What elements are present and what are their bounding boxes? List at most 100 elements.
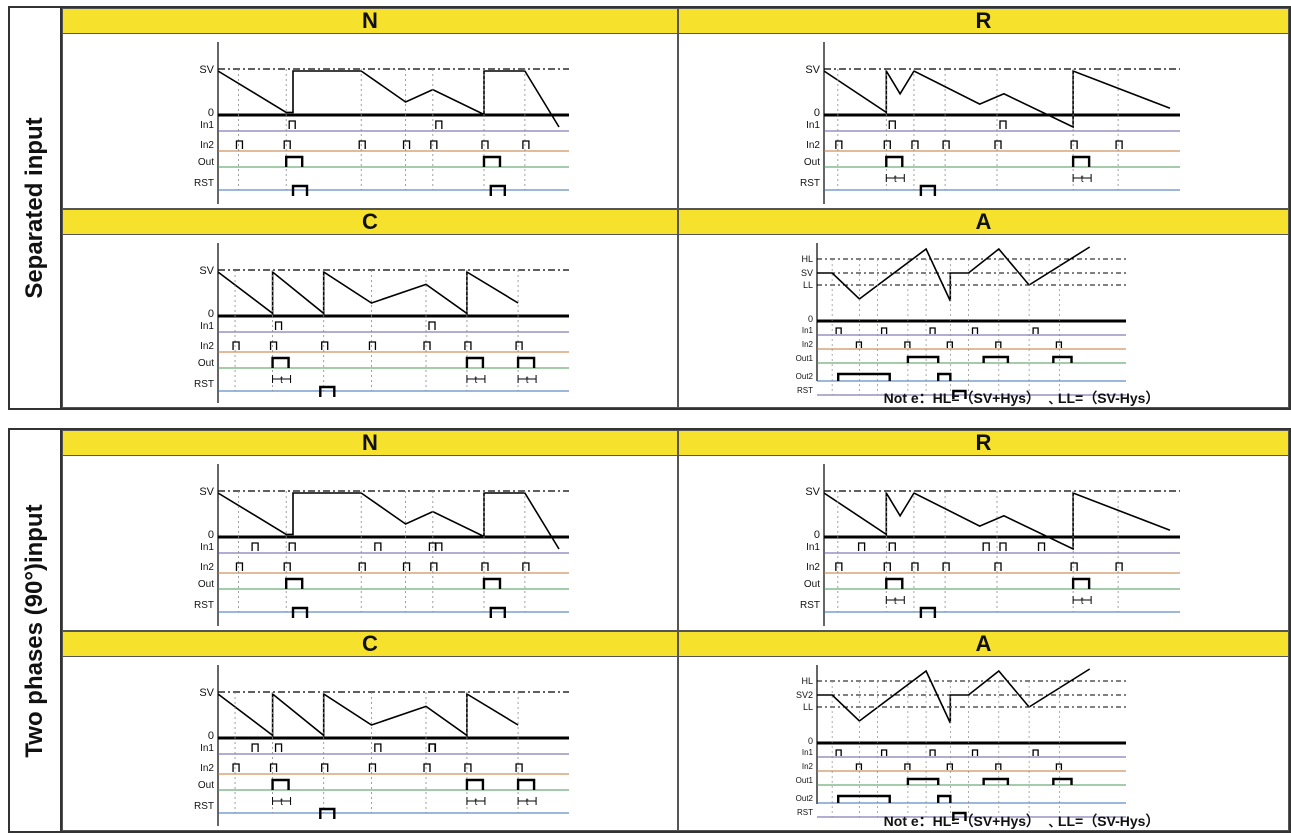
hl-label: HL [801,676,813,686]
out1-label: Out1 [796,354,814,363]
in2-pulse [269,763,278,772]
sv-label: SV [199,486,214,498]
sv-label: SV [199,687,214,699]
counter-waveform [817,668,1091,724]
in2-pulse [835,140,843,149]
in1-pulse [435,542,443,551]
in2-pulse [235,562,244,571]
in2-pulse [1070,562,1078,571]
in1-pulse [428,743,437,752]
counter-waveform [217,692,519,738]
out2-label: Out2 [796,372,814,381]
zero-label: 0 [814,529,820,541]
in2-label: In2 [806,140,820,151]
out-pulse [1071,577,1091,589]
section-two-phase-input: Two phases (90°)input N SV 0 In1 In2 Out RST … [8,428,1291,833]
in1-pulse [428,321,436,330]
counter-waveform [217,70,560,128]
in2-label: In2 [200,341,214,352]
rst-pulse [489,606,506,618]
out2-pulse [837,372,891,381]
in2-pulse [402,140,411,149]
out2-pulse [937,372,952,381]
sv-label: SV [801,268,813,278]
in2-pulse [911,140,919,149]
out2-pulse [837,794,891,803]
rst-pulse [952,811,967,821]
in2-label: In2 [200,763,214,774]
in1-pulse [929,749,936,756]
in1-label: In1 [806,120,820,131]
in1-pulse [982,542,990,551]
in2-pulse [464,341,472,350]
in2-pulse [481,562,489,571]
panel-separated-r: R SV 0 In1 In2 Out RST t t [678,8,1289,209]
ll-label: LL [803,280,813,290]
out-pulse [482,577,502,589]
in2-pulse [1055,763,1063,770]
in1-pulse [857,542,866,551]
in1-pulse [274,321,283,330]
in1-label: In1 [200,321,214,332]
sv-label: SV2 [796,690,813,700]
in1-pulse [880,327,888,334]
in2-pulse [321,341,329,350]
in2-pulse [904,763,911,770]
rst-pulse [291,606,309,618]
in1-pulse [999,542,1007,551]
t-marker-label: t [894,174,897,185]
in1-pulse [374,743,382,752]
t-marker-label: t [894,596,897,607]
in2-pulse [481,140,489,149]
out-pulse [885,155,904,167]
in1-pulse [1032,327,1039,334]
in2-pulse [522,140,530,149]
in2-pulse [1070,140,1078,149]
in1-pulse [288,120,296,129]
out-pulse [285,155,304,167]
in2-pulse [942,140,950,149]
in2-pulse [283,562,291,571]
t-marker-label: t [280,797,283,808]
in1-pulse [374,542,382,551]
in2-pulse [368,341,377,350]
in1-pulse [274,743,283,752]
counter-waveform [217,270,519,316]
in2-pulse [430,140,438,149]
out-pulse [1071,155,1091,167]
zero-label: 0 [808,314,813,324]
out-label: Out [804,157,820,168]
out-label: Out [198,157,214,168]
out-pulse [285,577,304,589]
t-marker-label: t [475,375,478,386]
in2-label: In2 [802,340,814,349]
in1-pulse [1037,542,1046,551]
in2-pulse [269,341,278,350]
out-pulse [271,778,290,790]
in1-pulse [999,120,1007,129]
note-text: Not e：HL=（SV+Hys） ﹑LL=（SV-Hys） [884,813,1160,829]
panel-twophase-a: A HL SV2 LL 0 In1 In2 Out1 Out2 RST Not e：HL=（SV+… [678,631,1289,831]
in1-pulse [971,749,979,756]
out1-pulse [1052,777,1073,785]
in2-pulse [835,562,843,571]
in2-pulse [883,562,891,571]
in2-pulse [430,562,438,571]
in2-pulse [358,562,366,571]
in2-pulse [995,341,1002,348]
in2-pulse [402,562,411,571]
rst-pulse [919,184,937,196]
in2-pulse [464,763,472,772]
in2-label: In2 [200,562,214,573]
section-title-separated: Separated input [10,8,62,408]
in2-pulse [994,140,1002,149]
in1-pulse [1032,749,1039,756]
out1-pulse [906,355,940,363]
in2-pulse [942,562,950,571]
out-pulse [465,778,485,790]
